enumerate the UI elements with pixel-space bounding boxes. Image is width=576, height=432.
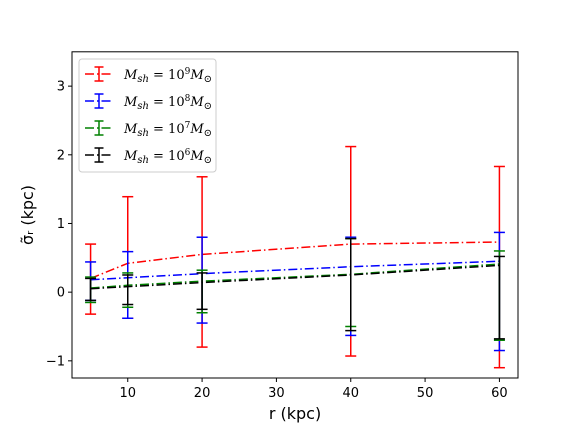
x-tick-label: 60 xyxy=(491,386,508,401)
y-tick-label: −1 xyxy=(46,354,65,369)
legend-label: Msh = 109M⊙ xyxy=(123,67,212,85)
x-tick-label: 20 xyxy=(194,386,211,401)
series-line xyxy=(90,264,500,290)
series-3 xyxy=(85,237,505,340)
series-line xyxy=(90,263,500,289)
x-tick-label: 10 xyxy=(119,386,136,401)
y-tick-label: 2 xyxy=(57,148,65,163)
x-axis-label: r (kpc) xyxy=(269,404,321,423)
y-tick-label: 0 xyxy=(57,286,65,301)
x-tick-label: 40 xyxy=(342,386,359,401)
legend-item: Msh = 106M⊙ xyxy=(85,147,212,166)
series-2 xyxy=(85,237,505,341)
legend-label: Msh = 108M⊙ xyxy=(123,94,212,112)
series-line xyxy=(90,241,500,280)
y-tick-label: 3 xyxy=(57,80,65,95)
y-axis-label: σ̃ᵣ (kpc) xyxy=(18,185,37,245)
y-tick-label: 1 xyxy=(57,217,65,232)
x-tick-label: 30 xyxy=(268,386,285,401)
legend-item: Msh = 109M⊙ xyxy=(85,66,212,85)
legend: Msh = 109M⊙ Msh = 108M⊙ Msh = 107M⊙ Msh = 1… xyxy=(78,58,217,173)
series-1 xyxy=(85,231,505,352)
legend-label: Msh = 107M⊙ xyxy=(123,121,212,139)
legend-box xyxy=(78,58,217,173)
series-0 xyxy=(85,145,505,369)
legend-item: Msh = 108M⊙ xyxy=(85,93,212,112)
x-tick-label: 50 xyxy=(417,386,434,401)
legend-label: Msh = 106M⊙ xyxy=(123,148,212,166)
plot-frame xyxy=(71,51,519,379)
legend-item: Msh = 107M⊙ xyxy=(85,120,212,139)
